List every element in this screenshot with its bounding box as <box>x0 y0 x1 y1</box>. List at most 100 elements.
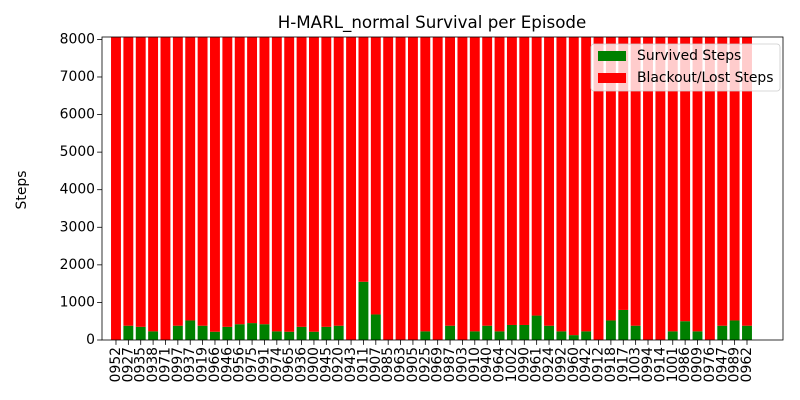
bar-survived-steps-0937 <box>185 320 196 340</box>
bar-survived-steps-0947 <box>717 325 728 340</box>
bar-survived-steps-0910 <box>469 331 480 340</box>
bar-blackout-lost-steps-0920 <box>333 37 344 326</box>
bar-blackout-lost-steps-1001 <box>667 37 678 332</box>
bar-blackout-lost-steps-0914 <box>655 37 666 340</box>
bar-survived-steps-0961 <box>531 315 542 340</box>
x-tick-label: 0991 <box>256 347 272 382</box>
x-tick-label: 0945 <box>318 347 334 382</box>
x-tick-label: 0936 <box>294 347 310 382</box>
x-tick-label: 0907 <box>368 347 384 382</box>
legend-swatch-lost <box>598 73 626 83</box>
x-tick-label: 0900 <box>306 347 322 382</box>
bar-blackout-lost-steps-0961 <box>531 37 542 316</box>
x-tick-label: 0938 <box>145 347 161 382</box>
bar-blackout-lost-steps-0919 <box>197 37 208 326</box>
bar-survived-steps-0919 <box>197 325 208 340</box>
bar-blackout-lost-steps-0927 <box>123 37 134 326</box>
bar-blackout-lost-steps-0905 <box>407 37 418 340</box>
x-tick-label: 0924 <box>541 347 557 383</box>
x-tick-label: 0911 <box>355 347 371 382</box>
bar-blackout-lost-steps-0924 <box>544 37 554 326</box>
bar-survived-steps-0960 <box>568 335 579 340</box>
x-axis-ticks: 0952092709350938097109970937091909660946… <box>108 340 755 382</box>
bar-survived-steps-0975 <box>247 323 258 340</box>
legend-label-survived: Survived Steps <box>637 48 741 64</box>
legend: Survived Steps Blackout/Lost Steps <box>590 43 781 92</box>
bar-blackout-lost-steps-0990 <box>519 37 530 325</box>
bar-survived-steps-0911 <box>358 281 369 340</box>
bar-survived-steps-0997 <box>172 325 183 340</box>
y-tick-label: 7000 <box>60 69 95 85</box>
x-tick-label: 0912 <box>591 347 607 382</box>
x-tick-label: 0918 <box>603 347 619 382</box>
legend-label-lost: Blackout/Lost Steps <box>637 70 773 86</box>
x-tick-label: 0961 <box>529 347 545 382</box>
bar-survived-steps-0925 <box>420 331 431 340</box>
x-tick-label: 0919 <box>195 347 211 382</box>
bar-blackout-lost-steps-0964 <box>494 37 505 332</box>
bar-blackout-lost-steps-1002 <box>506 37 517 325</box>
bar-blackout-lost-steps-0945 <box>321 37 332 327</box>
y-tick-label: 1000 <box>60 294 95 310</box>
bar-survived-steps-0917 <box>618 309 629 340</box>
x-tick-label: 0917 <box>615 347 631 382</box>
x-tick-label: 0997 <box>170 347 186 382</box>
bar-survived-steps-0946 <box>222 326 233 340</box>
bar-survived-steps-0918 <box>605 320 616 340</box>
bar-survived-steps-0927 <box>123 325 134 340</box>
x-tick-label: 0920 <box>331 347 347 382</box>
x-tick-label: 0994 <box>640 347 656 383</box>
bar-blackout-lost-steps-0986 <box>680 37 691 322</box>
x-tick-label: 0962 <box>739 347 755 382</box>
bar-blackout-lost-steps-0947 <box>717 37 728 326</box>
y-tick-label: 4000 <box>60 182 95 198</box>
bar-survived-steps-1002 <box>506 324 517 340</box>
bar-blackout-lost-steps-0936 <box>296 37 307 327</box>
bar-blackout-lost-steps-0938 <box>148 37 159 332</box>
bar-blackout-lost-steps-0918 <box>605 37 616 321</box>
bar-survived-steps-0992 <box>556 331 567 340</box>
bar-blackout-lost-steps-0910 <box>469 37 480 332</box>
bar-blackout-lost-steps-0974 <box>271 37 282 332</box>
x-tick-label: 0940 <box>479 347 495 382</box>
bar-blackout-lost-steps-0907 <box>370 37 381 315</box>
bar-survived-steps-0986 <box>680 321 691 340</box>
x-tick-label: 0909 <box>690 347 706 382</box>
x-tick-label: 0975 <box>244 347 260 382</box>
bar-survived-steps-0945 <box>321 326 332 340</box>
bar-survived-steps-0956 <box>234 324 245 340</box>
bar-blackout-lost-steps-0960 <box>568 37 579 336</box>
bar-survived-steps-0907 <box>370 314 381 340</box>
x-tick-label: 1001 <box>665 347 681 382</box>
bar-blackout-lost-steps-0994 <box>643 37 653 340</box>
y-tick-label: 5000 <box>60 144 95 160</box>
bar-survived-steps-0920 <box>333 325 344 340</box>
bar-blackout-lost-steps-0942 <box>581 37 592 332</box>
bar-blackout-lost-steps-0989 <box>729 37 740 321</box>
x-tick-label: 0903 <box>454 347 470 382</box>
x-tick-label: 0937 <box>182 347 198 382</box>
bar-blackout-lost-steps-0946 <box>222 37 233 327</box>
y-tick-label: 2000 <box>60 257 95 273</box>
bar-blackout-lost-steps-0940 <box>482 37 493 326</box>
bar-blackout-lost-steps-0912 <box>593 37 604 340</box>
bar-survived-steps-0900 <box>309 331 319 340</box>
x-tick-label: 0946 <box>219 347 235 382</box>
x-tick-label: 0969 <box>430 347 446 382</box>
x-tick-label: 0925 <box>417 347 433 382</box>
bar-blackout-lost-steps-0975 <box>247 37 258 324</box>
bar-blackout-lost-steps-0917 <box>618 37 629 310</box>
x-tick-label: 0956 <box>232 347 248 382</box>
x-tick-label: 0986 <box>677 347 693 382</box>
bar-survived-steps-0962 <box>742 325 752 340</box>
bar-blackout-lost-steps-0935 <box>135 37 146 327</box>
x-tick-label: 0905 <box>405 347 421 382</box>
x-tick-label: 0942 <box>578 347 594 382</box>
bar-survived-steps-0974 <box>271 331 282 340</box>
bar-blackout-lost-steps-0969 <box>432 37 443 340</box>
x-tick-label: 0963 <box>393 347 409 382</box>
bar-blackout-lost-steps-0971 <box>160 37 171 340</box>
bar-blackout-lost-steps-1003 <box>630 37 641 326</box>
bar-blackout-lost-steps-0965 <box>284 37 295 332</box>
